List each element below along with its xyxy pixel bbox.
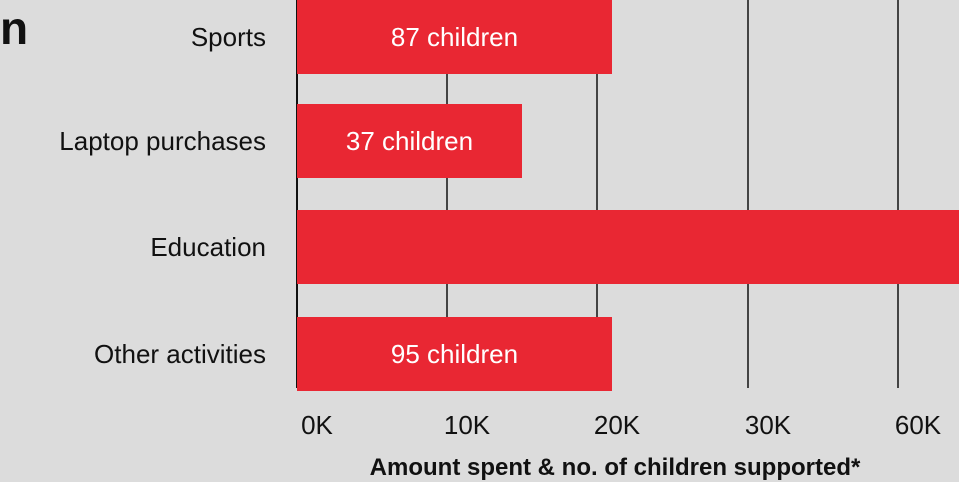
- category-label: Education: [150, 232, 266, 262]
- category-labels: Sports Laptop purchases Education Other act…: [59, 22, 266, 369]
- bar-sports: [297, 0, 612, 74]
- category-label: Sports: [191, 22, 266, 52]
- x-tick-label: 30K: [745, 410, 792, 440]
- x-axis-title: Amount spent & no. of children supported…: [370, 454, 861, 481]
- x-tick-label: 60K: [895, 410, 942, 440]
- bar-data-label: 95 children: [391, 339, 518, 369]
- bar-data-label: 37 children: [346, 126, 473, 156]
- category-label: Other activities: [94, 339, 266, 369]
- category-label: Laptop purchases: [59, 126, 266, 156]
- x-tick-label: 20K: [594, 410, 641, 440]
- bar-other-activities: [297, 317, 612, 391]
- chart-title-fragment: n: [0, 2, 28, 54]
- bar-data-label: 87 children: [391, 22, 518, 52]
- x-tick-label: 10K: [444, 410, 491, 440]
- x-tick-label: 0K: [301, 410, 333, 440]
- bar-education: [297, 210, 959, 284]
- bar-laptop-purchases: [297, 104, 522, 178]
- x-tick-labels: 0K 10K 20K 30K 60K: [301, 410, 942, 440]
